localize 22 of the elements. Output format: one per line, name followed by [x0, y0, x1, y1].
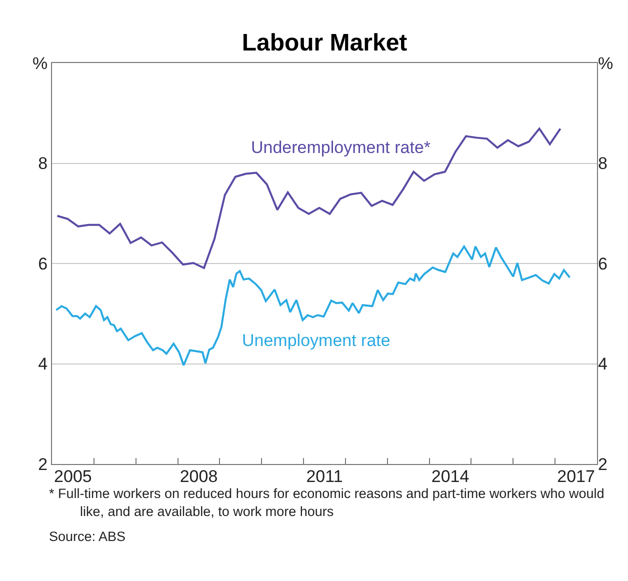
- y2-tick-label: %: [598, 54, 614, 73]
- series-label: Unemployment rate: [242, 331, 390, 350]
- x-tick-label: 2014: [431, 467, 470, 486]
- x-tick-label: 2011: [306, 467, 343, 486]
- chart-title: Labour Market: [242, 29, 408, 56]
- series-label: Underemployment rate*: [251, 138, 431, 157]
- x-tick-label: 2005: [54, 467, 92, 486]
- x-tick-label: 2017: [557, 467, 595, 486]
- y2-tick-label: 2: [598, 454, 608, 474]
- y-tick-label: 4: [38, 354, 48, 374]
- x-tick-label: 2008: [180, 467, 218, 486]
- y-tick-label: 8: [38, 154, 48, 174]
- y-tick-label: %: [32, 54, 48, 73]
- y2-tick-label: 6: [598, 254, 608, 274]
- text: * Full-time workers on reduced hours for economic reasons and part-time workers who would like, and are available, to work more hours: [49, 485, 606, 521]
- source-note: Source: ABS: [49, 528, 127, 546]
- line-series: [55, 245, 571, 366]
- line-series: [56, 128, 562, 270]
- y-tick-label: 6: [38, 254, 48, 274]
- y2-tick-label: 4: [598, 354, 608, 374]
- y-tick-label: 2: [38, 454, 48, 474]
- y2-tick-label: 8: [598, 154, 608, 174]
